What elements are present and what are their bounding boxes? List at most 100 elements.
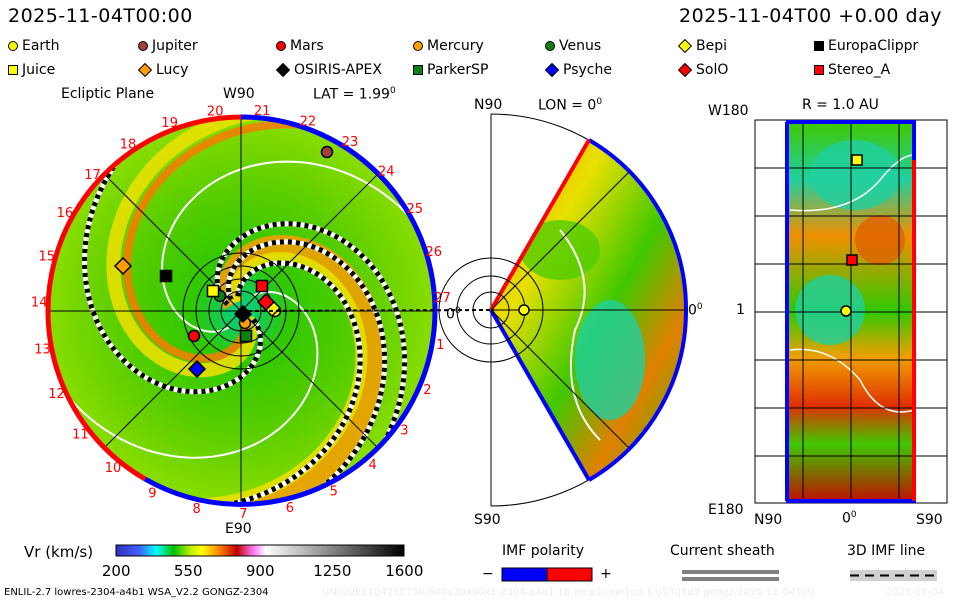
current-sheath-dashed-line: [148, 260, 363, 505]
colorbar-tick-900: 900: [245, 562, 275, 580]
square-marker-icon: [814, 41, 824, 51]
model-info: ENLIL-2.7 lowres-2304-a4b1 WSA_V2.2 GONG…: [4, 587, 269, 598]
sector-label: 3: [400, 424, 408, 439]
legend-item-parkersp: ParkerSP: [413, 62, 488, 78]
ecliptic-top-label: W90: [223, 86, 255, 102]
imf-polarity-title: IMF polarity: [502, 543, 585, 559]
imf-plus-label: +: [600, 566, 612, 582]
radial-top-label: W180: [708, 103, 749, 119]
square-marker-icon: [8, 65, 18, 75]
sector-label: 10: [105, 461, 122, 476]
footer-date: 2025-11-04: [886, 587, 945, 598]
run-id: UNIQUE1104235756/640x30x90x1.2304-a4b1.1…: [322, 587, 815, 598]
colorbar-label: Vr (km/s): [24, 543, 94, 561]
current-sheath-line-2: [682, 577, 779, 581]
colorbar-tick-1600: 1600: [385, 562, 424, 580]
sector-label: 1: [436, 338, 444, 353]
legend-item-venus: Venus: [545, 38, 601, 54]
sector-label: 19: [161, 116, 178, 131]
sector-label: 2: [423, 383, 431, 398]
sector-label: 7: [239, 507, 247, 522]
legend-item-bepi: Bepi: [677, 38, 727, 54]
radial-x-label-s90: S90: [916, 512, 943, 528]
imf-negative-swatch: [501, 567, 548, 582]
ecliptic-bottom-label: E90: [225, 521, 252, 537]
radial-x-label-n90: N90: [754, 512, 783, 528]
legend-item-mercury: Mercury: [413, 38, 484, 54]
legend-item-earth: Earth: [8, 38, 60, 54]
legend-item-jupiter: Jupiter: [138, 38, 198, 54]
current-sheath-title: Current sheath: [670, 543, 775, 559]
solo-marker: [256, 292, 276, 312]
europaclippr-marker: [159, 269, 173, 283]
radial-x-label-0: 00: [842, 510, 857, 527]
ecliptic-title: Ecliptic Plane: [61, 86, 155, 102]
radial-panel: [754, 119, 948, 504]
radial-earth-marker: [840, 305, 852, 317]
sector-label: 25: [407, 202, 424, 217]
sector-label: 16: [57, 206, 74, 221]
imf-minus-label: −: [482, 566, 494, 582]
ecliptic-zero-label: 00: [446, 306, 461, 323]
sector-label: 26: [426, 245, 443, 260]
meridional-zero-label: 00: [688, 302, 703, 319]
square-marker-icon: [413, 65, 423, 75]
sector-label: 17: [84, 168, 101, 183]
lon-label: LON = 00: [538, 97, 603, 114]
circle-marker-icon: [413, 41, 423, 51]
radial-bottom-label: E180: [708, 502, 744, 518]
current-sheath-dashed-line: [225, 239, 388, 505]
legend-item-europaclippr: EuropaClippr: [814, 38, 918, 54]
sector-label: 5: [330, 484, 338, 499]
sector-boundary-line: [47, 291, 319, 459]
colorbar-tick-550: 550: [173, 562, 203, 580]
speed-band: [106, 117, 323, 378]
sector-label: 9: [148, 487, 156, 502]
sector-label: 27: [434, 291, 451, 306]
sector-label: 11: [72, 428, 89, 443]
meridional-earth-marker: [518, 304, 530, 316]
colorbar-tick-200: 200: [101, 562, 131, 580]
mars-marker: [187, 329, 201, 343]
colorbar: [115, 544, 405, 557]
legend-item-psyche: Psyche: [544, 62, 612, 78]
ecliptic-polarity-negative-arc: [45, 114, 242, 482]
colorbar-tick-1250: 1250: [313, 562, 352, 580]
imf-line-title: 3D IMF line: [847, 543, 926, 559]
jupiter-marker: [320, 145, 334, 159]
juice-marker: [206, 284, 220, 298]
sector-label: 6: [286, 501, 294, 516]
radial-middle-label: 1: [736, 302, 745, 318]
imf-positive-swatch: [546, 567, 593, 582]
circle-marker-icon: [138, 41, 148, 51]
legend-item-solo: SolO: [677, 62, 728, 78]
lucy-marker: [113, 256, 133, 276]
legend-item-stereo-a: Stereo_A: [814, 62, 890, 78]
legend-item-juice: Juice: [8, 62, 55, 78]
legend-item-osiris-apex: OSIRIS-APEX: [275, 62, 382, 78]
speed-band: [122, 120, 379, 363]
parkersp-marker: [239, 329, 253, 343]
sector-label: 12: [48, 387, 65, 402]
sector-label: 18: [120, 138, 137, 153]
lat-label: LAT = 1.990: [313, 86, 396, 103]
square-marker-icon: [814, 65, 824, 75]
meridional-panel: [438, 113, 689, 507]
radial-title: R = 1.0 AU: [802, 97, 879, 113]
legend-item-mars: Mars: [276, 38, 324, 54]
sector-label: 14: [31, 296, 48, 311]
psyche-marker: [187, 359, 207, 379]
sector-label: 24: [378, 165, 395, 180]
radial-juice-marker: [851, 154, 863, 166]
circle-marker-icon: [276, 41, 286, 51]
imf-line-swatch: [850, 570, 937, 581]
stereo-a-marker: [255, 279, 269, 293]
ecliptic-polarity-positive-arc: [143, 114, 438, 507]
sector-boundary-line: [161, 160, 435, 333]
sector-label: 4: [368, 458, 376, 473]
circle-marker-icon: [545, 41, 555, 51]
meridional-top-label: N90: [474, 97, 503, 113]
sector-label: 23: [342, 135, 359, 150]
